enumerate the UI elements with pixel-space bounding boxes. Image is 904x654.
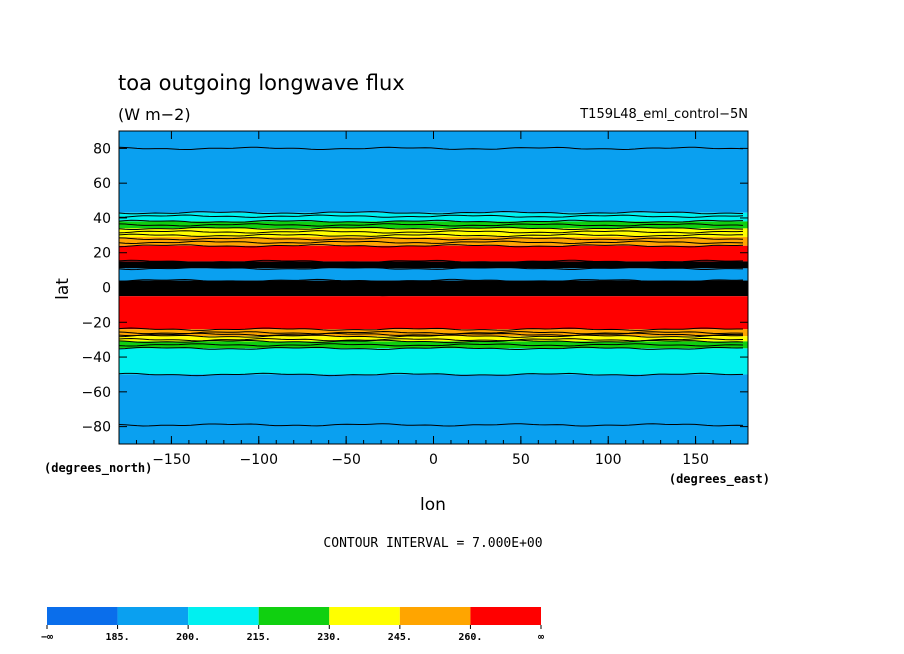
colorbar-tick-label-1: 185. <box>106 632 130 643</box>
contour-lines <box>118 146 744 427</box>
contour-2 <box>118 214 744 218</box>
colorbar <box>47 607 541 625</box>
contour-5 <box>118 226 744 231</box>
contour-1 <box>118 211 744 215</box>
x-units-label: (degrees_east) <box>669 472 770 487</box>
x-tick-label-4: 50 <box>512 452 530 468</box>
band-12 <box>119 341 748 349</box>
colorbar-swatch-3 <box>258 607 330 625</box>
run-label: T159L48_eml_control−5N <box>579 107 748 122</box>
band-14 <box>119 374 748 444</box>
y-tick-label-0: 80 <box>93 141 111 157</box>
y-tick-label-3: 20 <box>93 246 111 262</box>
band-13 <box>119 348 748 375</box>
y-tick-label-8: −80 <box>81 420 111 436</box>
contour-3 <box>118 219 744 224</box>
contour-26 <box>118 346 744 351</box>
contour-12 <box>118 263 744 267</box>
colorbar-swatch-6 <box>470 607 541 625</box>
band-9 <box>119 296 748 330</box>
y-tick-label-4: 0 <box>102 281 111 297</box>
contour-13 <box>118 266 744 271</box>
x-tick-label-2: −50 <box>331 452 361 468</box>
contour-9 <box>118 240 744 244</box>
contour-19 <box>118 327 744 331</box>
contour-interval: CONTOUR INTERVAL = 7.000E+00 <box>323 536 542 551</box>
chart-units: (W m−2) <box>118 105 191 124</box>
colorbar-tick-label-0: −∞ <box>41 632 53 643</box>
band-1 <box>119 212 748 222</box>
contour-8 <box>118 237 744 241</box>
x-axis-label: lon <box>420 495 446 515</box>
colorbar-swatch-5 <box>399 607 471 625</box>
x-tick-label-3: 0 <box>429 452 438 468</box>
band-4 <box>119 237 748 246</box>
contour-14 <box>118 278 744 283</box>
y-units-label: (degrees_north) <box>44 461 152 476</box>
y-tick-label-7: −60 <box>81 385 111 401</box>
y-tick-label-1: 60 <box>93 176 111 192</box>
band-7 <box>119 268 748 281</box>
contour-18 <box>118 292 744 297</box>
band-3 <box>119 228 748 238</box>
contour-7 <box>118 233 744 237</box>
colorbar-tick-label-7: ∞ <box>538 632 544 643</box>
y-tick-label-6: −40 <box>81 350 111 366</box>
colorbar-tick-label-5: 245. <box>388 632 412 643</box>
contour-24 <box>118 339 744 344</box>
chart-title: toa outgoing longwave flux <box>118 71 405 95</box>
contour-20 <box>118 331 744 335</box>
colorbar-swatch-4 <box>329 607 400 625</box>
contour-15 <box>118 282 744 286</box>
y-axis-label: lat <box>53 278 73 300</box>
colorbar-tick-label-3: 215. <box>247 632 271 643</box>
contour-16 <box>118 285 744 290</box>
colorbar-tick-label-6: 260. <box>458 632 482 643</box>
contour-21 <box>118 332 744 337</box>
y-tick-label-5: −20 <box>81 315 111 331</box>
x-tick-label-0: −150 <box>152 452 190 468</box>
x-axis-ticks: −150 −100 −50 0 50 100 150 <box>118 131 749 468</box>
band-0 <box>119 131 748 213</box>
colorbar-swatch-1 <box>117 607 189 625</box>
y-tick-label-2: 40 <box>93 211 111 227</box>
x-tick-label-5: 100 <box>595 452 622 468</box>
x-tick-label-6: 150 <box>682 452 709 468</box>
contour-11 <box>118 259 744 264</box>
contour-10 <box>118 244 744 248</box>
contour-0 <box>118 146 744 151</box>
contour-17 <box>118 289 744 293</box>
colorbar-swatch-2 <box>188 607 259 625</box>
colorbar-tick-label-2: 200. <box>176 632 200 643</box>
band-5 <box>119 245 748 262</box>
contour-28 <box>118 423 744 427</box>
y-axis-ticks: 80 60 40 20 0 −20 −40 −60 −80 <box>81 141 748 436</box>
contour-4 <box>118 223 744 227</box>
contour-22 <box>118 334 744 338</box>
contour-25 <box>118 343 744 347</box>
x-tick-label-1: −100 <box>240 452 278 468</box>
colorbar-labels: −∞ 185. 200. 215. 230. 245. 260. ∞ <box>41 625 544 643</box>
contour-27 <box>118 372 744 377</box>
colorbar-tick-label-4: 230. <box>317 632 341 643</box>
contour-6 <box>118 230 744 234</box>
colorbar-swatch-0 <box>47 607 118 625</box>
